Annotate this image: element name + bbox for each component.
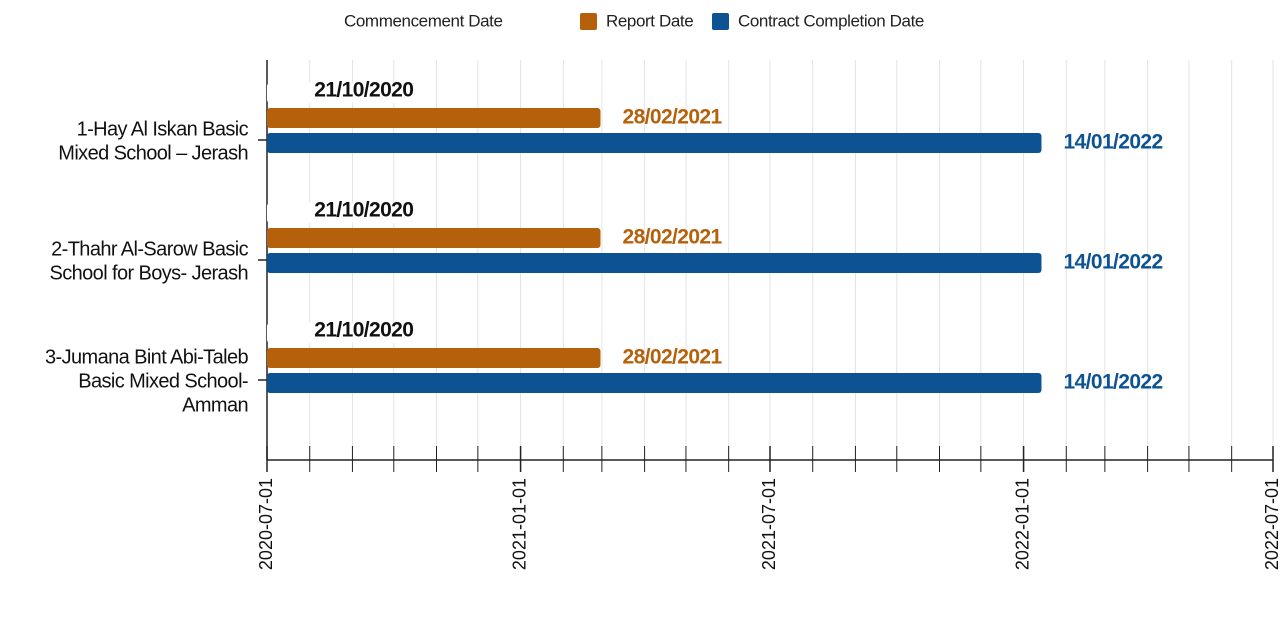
bar (267, 323, 422, 343)
category-label: Amman (182, 394, 248, 416)
value-label: 28/02/2021 (622, 346, 722, 369)
value-label: 14/01/2022 (1063, 371, 1162, 394)
legend-swatch (712, 13, 729, 30)
value-label: 21/10/2020 (314, 199, 413, 222)
bar (267, 373, 1042, 393)
x-tick-label: 2021-07-01 (759, 478, 779, 570)
value-label: 14/01/2022 (1063, 131, 1162, 154)
value-label: 21/10/2020 (314, 79, 413, 102)
legend-swatch (580, 13, 597, 30)
bar (267, 228, 601, 248)
legend-label: Commencement Date (344, 11, 503, 30)
bar (267, 253, 1042, 273)
x-tick-label: 2022-01-01 (1012, 478, 1032, 570)
bar (267, 203, 422, 223)
x-tick-label: 2022-07-01 (1262, 478, 1282, 570)
bar (267, 83, 422, 103)
category-label: Basic Mixed School- (78, 370, 248, 392)
category-label: Mixed School – Jerash (58, 142, 248, 164)
x-tick-label: 2021-01-01 (509, 478, 529, 570)
category-label: 3-Jumana Bint Abi-Taleb (45, 346, 248, 368)
legend-label: Contract Completion Date (738, 11, 924, 30)
bar (267, 133, 1042, 153)
category-label: 1-Hay Al Iskan Basic (77, 118, 249, 140)
value-label: 28/02/2021 (622, 106, 722, 129)
legend-swatch (318, 13, 335, 30)
category-label: School for Boys- Jerash (49, 262, 248, 284)
category-label: 2-Thahr Al-Sarow Basic (51, 238, 248, 260)
x-tick-label: 2020-07-01 (256, 478, 276, 570)
value-label: 28/02/2021 (622, 226, 722, 249)
value-label: 21/10/2020 (314, 319, 413, 342)
legend-label: Report Date (606, 11, 693, 30)
value-label: 14/01/2022 (1063, 251, 1162, 274)
bar (267, 348, 601, 368)
bar (267, 108, 601, 128)
